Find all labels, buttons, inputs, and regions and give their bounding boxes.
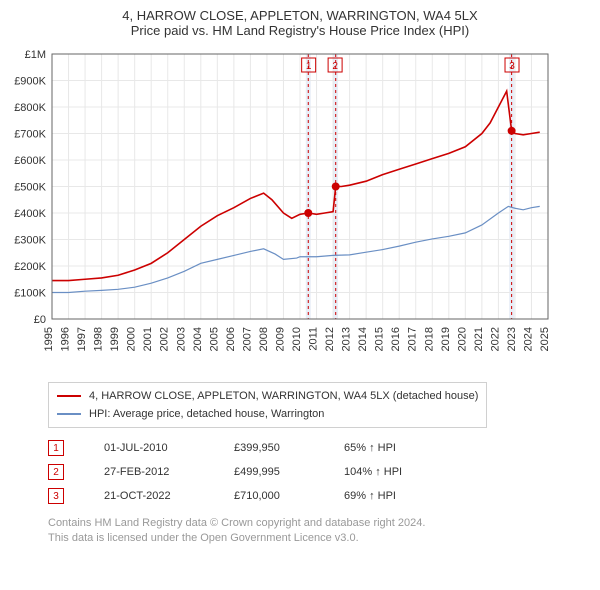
svg-text:£100K: £100K xyxy=(14,288,46,300)
sale-price: £399,950 xyxy=(234,442,304,454)
legend: 4, HARROW CLOSE, APPLETON, WARRINGTON, W… xyxy=(48,382,487,428)
svg-text:2000: 2000 xyxy=(126,327,138,351)
svg-text:£500K: £500K xyxy=(14,182,46,194)
svg-text:2004: 2004 xyxy=(192,327,204,351)
svg-text:1998: 1998 xyxy=(93,327,105,351)
legend-label: HPI: Average price, detached house, Warr… xyxy=(89,408,324,420)
attribution-line2: This data is licensed under the Open Gov… xyxy=(48,531,592,546)
sale-date: 01-JUL-2010 xyxy=(104,442,194,454)
svg-text:£0: £0 xyxy=(34,314,46,326)
svg-text:2006: 2006 xyxy=(225,327,237,351)
sale-marker: 2 xyxy=(48,464,64,480)
svg-text:2005: 2005 xyxy=(208,327,220,351)
legend-row: 4, HARROW CLOSE, APPLETON, WARRINGTON, W… xyxy=(57,387,478,405)
svg-text:2: 2 xyxy=(332,61,338,72)
svg-text:2019: 2019 xyxy=(440,327,452,351)
sales-row: 2 27-FEB-2012 £499,995 104% ↑ HPI xyxy=(48,460,592,484)
sale-date: 21-OCT-2022 xyxy=(104,490,194,502)
svg-text:2023: 2023 xyxy=(506,327,518,351)
svg-text:2014: 2014 xyxy=(357,327,369,351)
sale-price: £499,995 xyxy=(234,466,304,478)
svg-text:1997: 1997 xyxy=(76,327,88,351)
svg-text:1999: 1999 xyxy=(109,327,121,351)
svg-text:2007: 2007 xyxy=(241,327,253,351)
svg-text:£800K: £800K xyxy=(14,102,46,114)
chart-title-main: 4, HARROW CLOSE, APPLETON, WARRINGTON, W… xyxy=(8,8,592,23)
legend-swatch xyxy=(57,413,81,415)
svg-text:2017: 2017 xyxy=(407,327,419,351)
svg-text:£600K: £600K xyxy=(14,155,46,167)
sales-table: 1 01-JUL-2010 £399,950 65% ↑ HPI 2 27-FEB-201… xyxy=(48,436,592,508)
svg-text:£300K: £300K xyxy=(14,235,46,247)
svg-text:2024: 2024 xyxy=(522,327,534,351)
chart-title-sub: Price paid vs. HM Land Registry's House … xyxy=(8,23,592,38)
svg-text:2010: 2010 xyxy=(291,327,303,351)
svg-text:2025: 2025 xyxy=(539,327,551,351)
svg-text:1: 1 xyxy=(306,61,312,72)
sales-row: 1 01-JUL-2010 £399,950 65% ↑ HPI xyxy=(48,436,592,460)
attribution: Contains HM Land Registry data © Crown c… xyxy=(48,516,592,547)
svg-text:2012: 2012 xyxy=(324,327,336,351)
sale-marker: 3 xyxy=(48,488,64,504)
sale-price: £710,000 xyxy=(234,490,304,502)
sale-date: 27-FEB-2012 xyxy=(104,466,194,478)
sale-pct: 65% ↑ HPI xyxy=(344,442,424,454)
legend-row: HPI: Average price, detached house, Warr… xyxy=(57,405,478,423)
svg-text:£1M: £1M xyxy=(25,49,46,61)
svg-text:£700K: £700K xyxy=(14,129,46,141)
svg-text:2022: 2022 xyxy=(489,327,501,351)
price-chart: 1 2 3 £0 £100K £200K £300K £400K £500K £600K £700K… xyxy=(8,44,568,374)
svg-text:1995: 1995 xyxy=(43,327,55,351)
chart-container: 1 2 3 £0 £100K £200K £300K £400K £500K £600K £700K… xyxy=(8,44,592,374)
svg-text:2009: 2009 xyxy=(274,327,286,351)
svg-text:2001: 2001 xyxy=(142,327,154,351)
svg-text:2008: 2008 xyxy=(258,327,270,351)
svg-text:2003: 2003 xyxy=(175,327,187,351)
svg-text:2016: 2016 xyxy=(390,327,402,351)
sale-pct: 69% ↑ HPI xyxy=(344,490,424,502)
svg-text:2013: 2013 xyxy=(341,327,353,351)
svg-text:2015: 2015 xyxy=(374,327,386,351)
svg-text:2020: 2020 xyxy=(456,327,468,351)
svg-text:2002: 2002 xyxy=(159,327,171,351)
legend-label: 4, HARROW CLOSE, APPLETON, WARRINGTON, W… xyxy=(89,390,478,402)
svg-text:1996: 1996 xyxy=(60,327,72,351)
sales-row: 3 21-OCT-2022 £710,000 69% ↑ HPI xyxy=(48,484,592,508)
svg-text:2018: 2018 xyxy=(423,327,435,351)
chart-title-block: 4, HARROW CLOSE, APPLETON, WARRINGTON, W… xyxy=(8,8,592,38)
legend-swatch xyxy=(57,395,81,397)
attribution-line1: Contains HM Land Registry data © Crown c… xyxy=(48,516,592,531)
svg-text:2011: 2011 xyxy=(308,327,320,351)
sale-marker: 1 xyxy=(48,440,64,456)
svg-text:£400K: £400K xyxy=(14,208,46,220)
sale-pct: 104% ↑ HPI xyxy=(344,466,424,478)
svg-text:2021: 2021 xyxy=(473,327,485,351)
svg-text:3: 3 xyxy=(509,61,515,72)
svg-text:£200K: £200K xyxy=(14,261,46,273)
svg-text:£900K: £900K xyxy=(14,76,46,88)
